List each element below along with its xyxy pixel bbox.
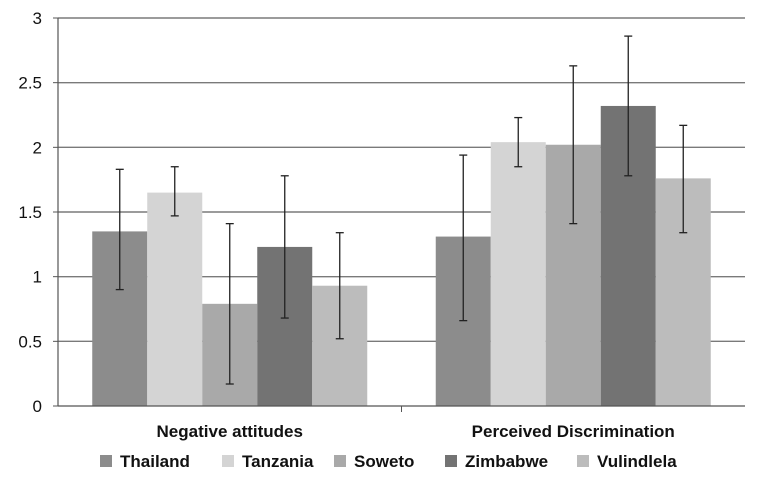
x-category-label: Negative attitudes <box>157 422 303 441</box>
y-tick-label: 3 <box>33 9 42 28</box>
y-tick-label: 1.5 <box>18 203 42 222</box>
y-tick-label: 2.5 <box>18 74 42 93</box>
legend-swatch-vulindlela <box>577 455 589 467</box>
y-tick-label: 0.5 <box>18 332 42 351</box>
legend-label-tanzania: Tanzania <box>242 452 314 471</box>
legend: Thailand Tanzania Soweto Zimbabwe Vulindlela <box>100 452 677 471</box>
bar-tanzania-negative-attitudes <box>147 192 203 406</box>
legend-label-vulindlela: Vulindlela <box>597 452 677 471</box>
axes: 0 0.5 1 1.5 2 2.5 3 Negative attitudes Perceived… <box>18 9 745 441</box>
y-tick-label: 1 <box>33 268 42 287</box>
legend-swatch-soweto <box>334 455 346 467</box>
legend-swatch-thailand <box>100 455 112 467</box>
legend-swatch-zimbabwe <box>445 455 457 467</box>
y-tick-label: 0 <box>33 397 42 416</box>
x-category-label: Perceived Discrimination <box>472 422 675 441</box>
error-bars <box>115 35 688 385</box>
legend-swatch-tanzania <box>222 455 234 467</box>
legend-label-thailand: Thailand <box>120 452 190 471</box>
bar-tanzania-perceived-discrimination <box>490 142 546 406</box>
y-tick-label: 2 <box>33 138 42 157</box>
legend-label-soweto: Soweto <box>354 452 414 471</box>
bars <box>92 105 711 407</box>
legend-label-zimbabwe: Zimbabwe <box>465 452 548 471</box>
